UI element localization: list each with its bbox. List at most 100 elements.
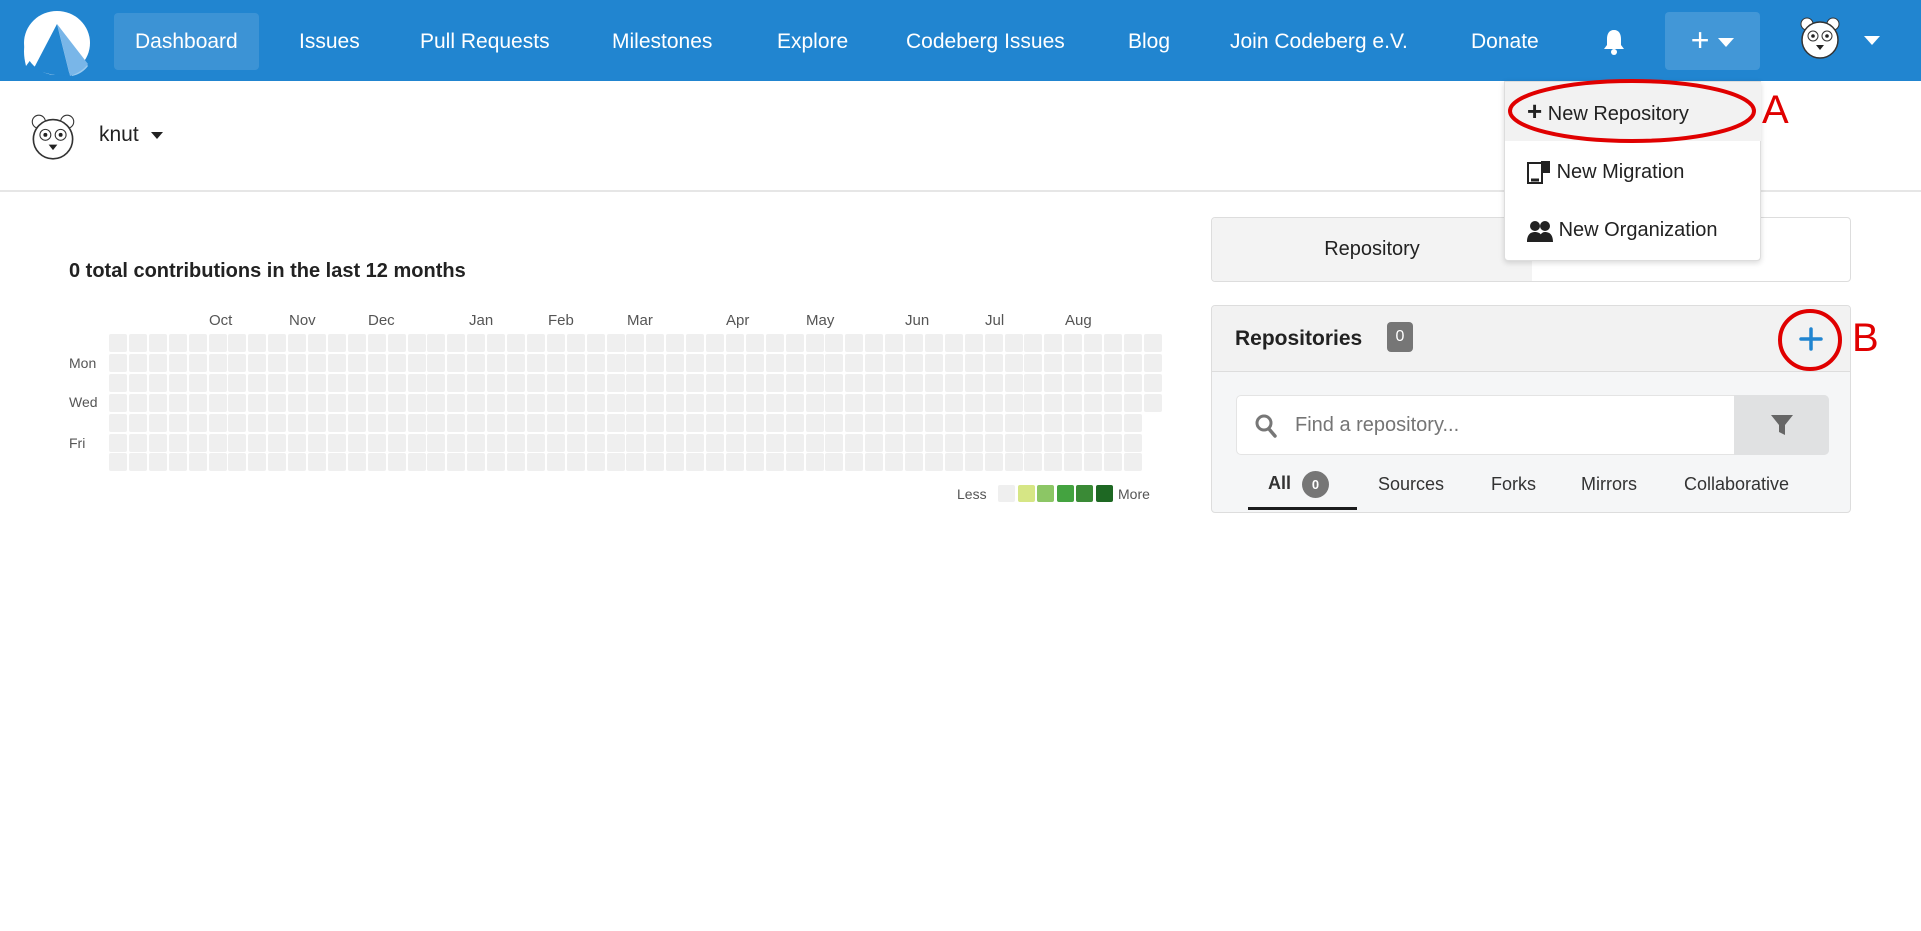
- heatmap-cell: [308, 433, 326, 452]
- nav-join-codeberg[interactable]: Join Codeberg e.V.: [1230, 30, 1408, 53]
- heatmap-cell: [924, 353, 943, 372]
- heatmap-cell: [845, 334, 864, 352]
- heatmap-cell: [427, 453, 446, 472]
- heatmap-cell: [327, 373, 346, 392]
- add-repository-button[interactable]: [1798, 326, 1824, 352]
- nav-issues[interactable]: Issues: [299, 30, 360, 53]
- heatmap-cell: [964, 373, 983, 392]
- heatmap-cell: [1143, 353, 1162, 372]
- heatmap-cell: [128, 393, 147, 412]
- tab-label: All: [1268, 473, 1292, 493]
- heatmap-cell: [725, 334, 744, 352]
- heatmap-cell: [288, 433, 307, 452]
- heatmap-cell: [666, 433, 685, 452]
- repo-search-input[interactable]: [1295, 408, 1715, 442]
- legend-swatch: [1037, 485, 1054, 502]
- create-new-button[interactable]: +: [1665, 12, 1760, 70]
- nav-pull-requests[interactable]: Pull Requests: [420, 30, 550, 53]
- heatmap-cell: [725, 433, 744, 452]
- bell-icon[interactable]: [1602, 28, 1626, 56]
- nav-explore[interactable]: Explore: [777, 30, 849, 53]
- heatmap-cell: [1024, 353, 1043, 372]
- filter-tab-mirrors[interactable]: Mirrors: [1581, 474, 1637, 494]
- heatmap-cell: [268, 373, 287, 392]
- heatmap-cell: [148, 393, 167, 412]
- legend-swatch: [1056, 485, 1074, 502]
- heatmap-cell: [1143, 334, 1162, 352]
- heatmap-cell: [1064, 453, 1083, 472]
- user-menu-caret-icon[interactable]: [1864, 36, 1880, 45]
- menu-label: New Repository: [1547, 103, 1689, 125]
- heatmap-cell: [248, 453, 267, 472]
- heatmap-cell: [168, 334, 187, 352]
- filter-tab-all[interactable]: All 0: [1268, 471, 1330, 498]
- nav-milestones[interactable]: Milestones: [612, 30, 713, 53]
- heatmap-cell: [268, 393, 287, 412]
- heatmap-cell: [1084, 334, 1103, 352]
- annotation-label-b: B: [1852, 316, 1879, 360]
- heatmap-cell: [507, 413, 525, 432]
- menu-new-migration[interactable]: New Migration: [1505, 143, 1761, 201]
- heatmap-cell: [148, 353, 167, 372]
- heatmap-cell: [308, 334, 326, 352]
- heatmap-cell: [845, 413, 864, 432]
- caret-down-icon: [150, 131, 163, 139]
- heatmap-cell: [387, 393, 406, 412]
- context-switcher[interactable]: knut: [99, 123, 163, 147]
- heatmap-cell: [586, 413, 605, 432]
- heatmap-cell: [407, 453, 426, 472]
- heatmap-cell: [1004, 353, 1023, 372]
- heatmap-cell: [467, 353, 486, 372]
- heatmap-cell: [109, 334, 127, 352]
- filter-tab-sources[interactable]: Sources: [1378, 474, 1445, 494]
- heatmap-cell: [447, 334, 466, 352]
- heatmap-cell: [1143, 393, 1162, 412]
- filter-tab-forks[interactable]: Forks: [1491, 474, 1536, 494]
- heatmap-cell: [327, 334, 346, 352]
- heatmap-cell: [467, 393, 486, 412]
- heatmap-cell: [865, 453, 884, 472]
- heatmap-cell: [288, 413, 307, 432]
- heatmap-cell: [128, 413, 147, 432]
- heatmap-cell: [148, 373, 167, 392]
- heatmap-cell: [387, 453, 406, 472]
- heatmap-cell: [666, 453, 685, 472]
- filter-tab-collaborative[interactable]: Collaborative: [1684, 474, 1790, 494]
- organization-icon: [1527, 220, 1553, 242]
- nav-donate[interactable]: Donate: [1471, 30, 1539, 53]
- heatmap-cell: [546, 334, 565, 352]
- heatmap-cell: [725, 413, 744, 432]
- heatmap-cell: [347, 453, 366, 472]
- heatmap-cell: [646, 433, 665, 452]
- heatmap-cell: [208, 453, 227, 472]
- heatmap-cell: [467, 413, 486, 432]
- filter-icon: [1771, 415, 1793, 435]
- heatmap-cell: [467, 373, 486, 392]
- heatmap-cell: [1004, 334, 1023, 352]
- nav-codeberg-issues[interactable]: Codeberg Issues: [906, 30, 1065, 53]
- heatmap-cell: [109, 433, 127, 452]
- heatmap-cell: [208, 413, 227, 432]
- heatmap-cell: [268, 353, 287, 372]
- heatmap-cell: [308, 353, 326, 372]
- nav-dashboard[interactable]: Dashboard: [114, 13, 259, 70]
- annotation-label-a: A: [1762, 88, 1789, 132]
- menu-new-organization[interactable]: New Organization: [1505, 201, 1761, 259]
- codeberg-logo[interactable]: [22, 10, 92, 76]
- nav-blog[interactable]: Blog: [1128, 30, 1171, 53]
- heatmap-cell: [566, 453, 585, 472]
- month-label: Jul: [985, 312, 1005, 329]
- heatmap-cell: [805, 373, 824, 392]
- search-icon: [1255, 414, 1277, 438]
- heatmap-cell: [546, 393, 565, 412]
- tab-repository[interactable]: Repository: [1212, 218, 1532, 281]
- heatmap-cell: [1084, 373, 1103, 392]
- heatmap-cell: [1044, 373, 1063, 392]
- user-avatar[interactable]: [1798, 16, 1842, 60]
- plus-icon: +: [1527, 96, 1543, 126]
- filter-button[interactable]: [1734, 395, 1829, 455]
- heatmap-cell: [626, 353, 645, 372]
- repositories-count-badge: 0: [1387, 322, 1413, 352]
- heatmap-cell: [546, 413, 565, 432]
- heatmap-cell: [367, 373, 386, 392]
